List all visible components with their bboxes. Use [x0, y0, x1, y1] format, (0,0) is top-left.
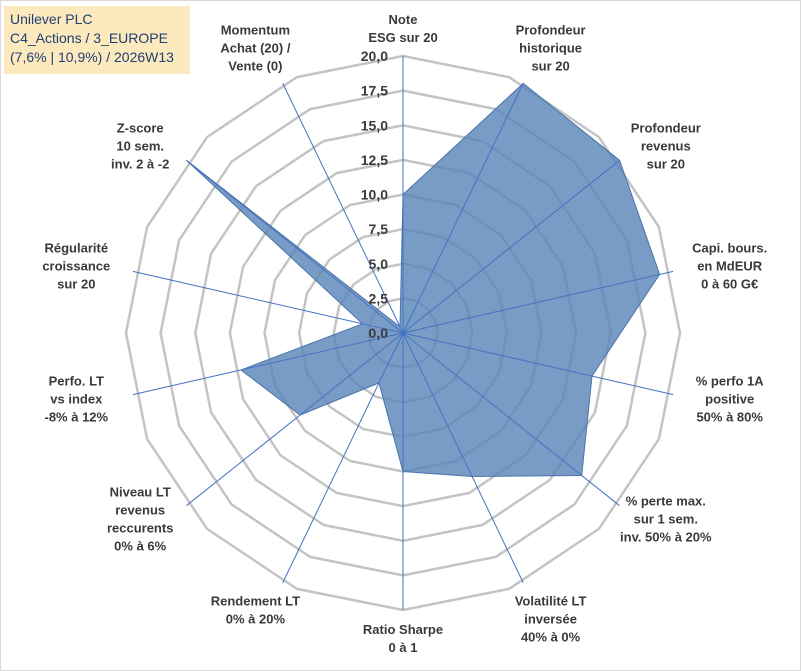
axis-label-8: Rendement LT 0% à 20%: [211, 594, 300, 627]
axis-label-3-line-2: 0 à 60 G€: [701, 277, 758, 292]
axis-spoke-4: [402, 332, 674, 396]
tick-label-3: 7,5: [369, 221, 389, 237]
axis-label-9-line-1: revenus: [115, 502, 165, 517]
axis-label-13-line-2: Vente (0): [228, 58, 282, 73]
chart-title-line-2: C4_Actions / 3_EUROPE: [10, 30, 168, 46]
axis-spoke-12: [186, 159, 404, 334]
axis-label-13-line-0: Momentum: [221, 22, 290, 37]
axis-label-5-line-2: inv. 50% à 20%: [620, 529, 712, 544]
radar-series: [186, 82, 661, 478]
axis-label-5-line-0: % perte max.: [626, 493, 706, 508]
tick-label-6: 15,0: [361, 117, 388, 133]
axis-label-0: Note ESG sur 20: [368, 12, 437, 45]
axis-label-6: Volatilité LT inversée 40% à 0%: [515, 594, 587, 645]
axis-label-12-line-2: inv. 2 à -2: [111, 157, 169, 172]
axis-label-9-line-0: Niveau LT: [110, 484, 171, 499]
chart-title-line-1: Unilever PLC: [10, 11, 93, 27]
axis-label-7-line-0: Ratio Sharpe: [363, 622, 443, 637]
axis-label-6-line-2: 40% à 0%: [521, 630, 581, 645]
axis-labels: Note ESG sur 20 Profondeur historique sur 20…: [42, 12, 767, 655]
axis-label-12-line-1: 10 sem.: [116, 139, 164, 154]
axis-label-11-line-1: croissance: [42, 259, 110, 274]
axis-label-10-line-2: -8% à 12%: [45, 410, 109, 425]
series-area: [186, 82, 661, 478]
axis-spoke-13: [282, 83, 404, 334]
axis-label-7: Ratio Sharpe 0 à 1: [363, 622, 443, 655]
axis-spoke-1: [402, 83, 524, 334]
axis-label-12: Z-score 10 sem. inv. 2 à -2: [111, 121, 169, 172]
axis-label-6-line-0: Volatilité LT: [515, 594, 587, 609]
axis-label-4-line-2: 50% à 80%: [696, 410, 763, 425]
axis-label-0-line-0: Note: [389, 12, 418, 27]
axis-label-11-line-0: Régularité: [45, 241, 109, 256]
axis-label-9-line-2: reccurents: [107, 520, 173, 535]
axis-label-1-line-1: historique: [519, 40, 582, 55]
axis-label-1-line-0: Profondeur: [516, 22, 586, 37]
axis-spoke-3: [402, 270, 674, 334]
axis-spoke-8: [282, 332, 404, 583]
axis-label-10-line-0: Perfo. LT: [49, 374, 104, 389]
axis-spoke-9: [186, 332, 404, 507]
axis-label-3: Capi. bours. en MdEUR 0 à 60 G€: [692, 241, 767, 292]
radial-tick-labels: 0,0 2,5 5,0 7,5 10,0 12,5 15,0 17,5 20,0: [361, 48, 388, 341]
axis-label-4-line-0: % perfo 1A: [696, 374, 765, 389]
axis-label-4-line-1: positive: [705, 392, 754, 407]
axis-label-8-line-1: 0% à 20%: [226, 612, 286, 627]
axis-label-13-line-1: Achat (20) /: [220, 40, 290, 55]
chart-title-box: Unilever PLC C4_Actions / 3_EUROPE (7,6%…: [4, 6, 190, 74]
axis-spoke-10: [132, 332, 404, 396]
axis-label-3-line-0: Capi. bours.: [692, 241, 767, 256]
axis-label-0-line-1: ESG sur 20: [368, 30, 437, 45]
chart-title-line-3: (7,6% | 10,9%) / 2026W13: [10, 49, 174, 65]
axis-label-9-line-3: 0% à 6%: [114, 538, 166, 553]
axis-label-2-line-2: sur 20: [647, 157, 685, 172]
axis-label-2: Profondeur revenus sur 20: [631, 121, 701, 172]
axis-spoke-5: [402, 332, 620, 507]
axis-label-12-line-0: Z-score: [117, 121, 164, 136]
tick-label-4: 10,0: [361, 187, 388, 203]
tick-label-5: 12,5: [361, 152, 388, 168]
axis-label-4: % perfo 1A positive 50% à 80%: [696, 374, 765, 425]
axis-spoke-6: [402, 332, 524, 583]
axis-label-10-line-1: vs index: [50, 392, 103, 407]
axis-label-2-line-1: revenus: [641, 139, 691, 154]
axis-label-11-line-2: sur 20: [57, 277, 95, 292]
axis-label-5-line-1: sur 1 sem.: [634, 511, 698, 526]
axis-label-9: Niveau LT revenus reccurents 0% à 6%: [107, 484, 173, 553]
axis-label-7-line-1: 0 à 1: [389, 640, 418, 655]
axis-label-8-line-0: Rendement LT: [211, 594, 300, 609]
axis-label-6-line-1: inversée: [524, 612, 577, 627]
axis-label-5: % perte max. sur 1 sem. inv. 50% à 20%: [620, 493, 712, 544]
tick-label-0: 0,0: [369, 325, 389, 341]
axis-label-2-line-0: Profondeur: [631, 121, 701, 136]
axis-label-10: Perfo. LT vs index -8% à 12%: [45, 374, 109, 425]
axis-label-1-line-2: sur 20: [531, 58, 569, 73]
tick-label-8: 20,0: [361, 48, 388, 64]
axis-spoke-11: [132, 270, 404, 334]
tick-label-2: 5,0: [369, 256, 389, 272]
axis-label-11: Régularité croissance sur 20: [42, 241, 110, 292]
tick-label-7: 17,5: [361, 83, 388, 99]
axis-label-13: Momentum Achat (20) / Vente (0): [220, 22, 290, 73]
axis-label-3-line-1: en MdEUR: [697, 259, 763, 274]
axis-label-1: Profondeur historique sur 20: [516, 22, 586, 73]
tick-label-1: 2,5: [369, 290, 389, 306]
axis-spoke-2: [402, 159, 620, 334]
radar-spokes: [132, 56, 674, 610]
